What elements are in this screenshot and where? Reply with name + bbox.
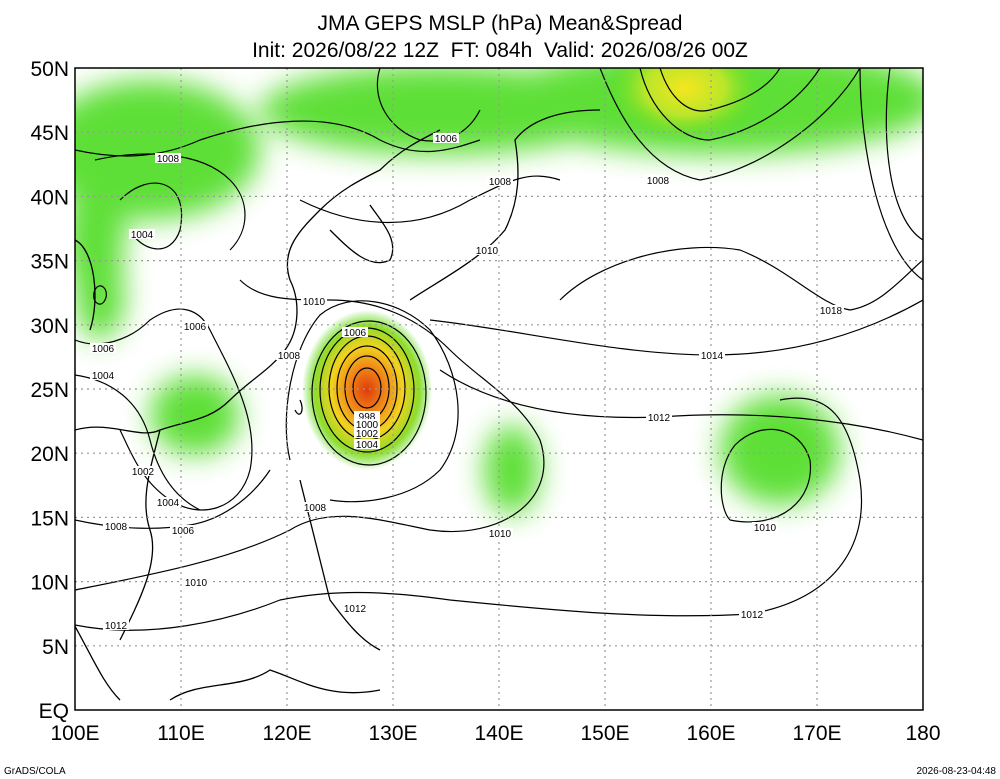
- contour-label: 1010: [303, 297, 326, 308]
- footer-left: GrADS/COLA: [4, 766, 66, 777]
- contour-label-bg: [155, 497, 181, 507]
- contour-label: 1012: [344, 604, 367, 615]
- footer-right: 2026-08-23-04:48: [916, 766, 996, 777]
- contour-label-bg: [155, 153, 181, 163]
- lat-label: 10N: [30, 572, 69, 595]
- lat-label: 30N: [30, 315, 69, 338]
- lon-label: 130E: [368, 722, 417, 745]
- contour-label: 1012: [648, 413, 671, 424]
- lat-label: 40N: [30, 186, 69, 209]
- contour-label-bg: [90, 370, 116, 380]
- contour-label: 1010: [489, 529, 512, 540]
- plot-frame: [74, 67, 924, 711]
- contour-label: 1002: [132, 467, 155, 478]
- lat-label: EQ: [39, 700, 69, 723]
- contour-label-bg: [646, 412, 672, 422]
- contour-label: 1000: [356, 420, 379, 431]
- contour-label: 1008: [304, 503, 327, 514]
- contour-label-bg: [487, 528, 513, 538]
- contour-label-bg: [130, 466, 156, 476]
- contour-label-bg: [433, 133, 459, 143]
- graticule: [75, 68, 923, 710]
- contour-label-bg: [170, 525, 196, 535]
- contour-label-bg: [276, 350, 302, 360]
- contour-label: 1006: [344, 328, 367, 339]
- contour-label-bg: [129, 229, 155, 239]
- contour-label-bg: [474, 245, 500, 255]
- contour-label-bg: [487, 176, 513, 186]
- lat-label: 35N: [30, 251, 69, 274]
- contour-label-bg: [90, 343, 116, 353]
- contour-label: 1008: [647, 176, 670, 187]
- contour-label-bg: [645, 175, 671, 185]
- contour-label-bg: [818, 305, 844, 315]
- contour-label: 1008: [489, 177, 512, 188]
- contour-label: 1004: [356, 440, 379, 451]
- contour-label: 1010: [476, 246, 499, 257]
- contour-label-bg: [354, 411, 380, 421]
- contour-label: 1004: [131, 230, 154, 241]
- contour-label: 1008: [278, 351, 301, 362]
- contour-label: 1012: [105, 621, 128, 632]
- contour-label: 1008: [105, 522, 128, 533]
- contour-label-bg: [103, 521, 129, 531]
- contour-label-bg: [302, 502, 328, 512]
- contour-label-bg: [699, 350, 725, 360]
- contour-label-bg: [342, 603, 368, 613]
- contour-label: 998: [359, 412, 376, 423]
- contour-label: 1006: [184, 322, 207, 333]
- contour-label: 1010: [754, 523, 777, 534]
- contour-label-bg: [182, 321, 208, 331]
- contour-label: 1012: [741, 610, 764, 621]
- contour-label: 1004: [157, 498, 180, 509]
- lon-label: 110E: [157, 722, 205, 745]
- lat-label: 50N: [30, 58, 69, 81]
- contour-label: 1006: [172, 526, 195, 537]
- contour-label-bg: [752, 522, 778, 532]
- contour-label: 1008: [157, 154, 180, 165]
- contour-label-bg: [739, 609, 765, 619]
- contour-label: 1006: [435, 134, 458, 145]
- lon-label: 180: [905, 722, 940, 745]
- contour-label: 1018: [820, 306, 843, 317]
- coastlines: [75, 109, 601, 701]
- lat-label: 5N: [42, 636, 69, 659]
- lat-label: 45N: [30, 122, 69, 145]
- lon-label: 170E: [792, 722, 841, 745]
- contour-label: 1010: [185, 578, 208, 589]
- lon-label: 140E: [474, 722, 523, 745]
- map-subtitle: Init: 2026/08/22 12Z FT: 084h Valid: 202…: [252, 39, 748, 62]
- contour-label-bg: [301, 296, 327, 306]
- lat-label: 20N: [30, 443, 69, 466]
- map-title: JMA GEPS MSLP (hPa) Mean&Spread: [318, 12, 683, 35]
- contour-label: 1002: [356, 429, 379, 440]
- contour-label: 1014: [701, 351, 724, 362]
- contour-label-bg: [103, 620, 129, 630]
- contour-label: 1006: [92, 344, 115, 355]
- contour-label-bg: [354, 439, 380, 449]
- lon-label: 100E: [50, 722, 99, 745]
- lat-label: 25N: [30, 379, 69, 402]
- lon-label: 120E: [262, 722, 311, 745]
- contour-label-bg: [354, 428, 380, 438]
- lon-label: 160E: [686, 722, 735, 745]
- contour-label: 1004: [92, 371, 115, 382]
- contour-label-bg: [183, 577, 209, 587]
- contour-label-bg: [342, 327, 368, 337]
- contour-label-bg: [354, 419, 380, 429]
- lat-label: 15N: [30, 507, 69, 530]
- lon-label: 150E: [580, 722, 629, 745]
